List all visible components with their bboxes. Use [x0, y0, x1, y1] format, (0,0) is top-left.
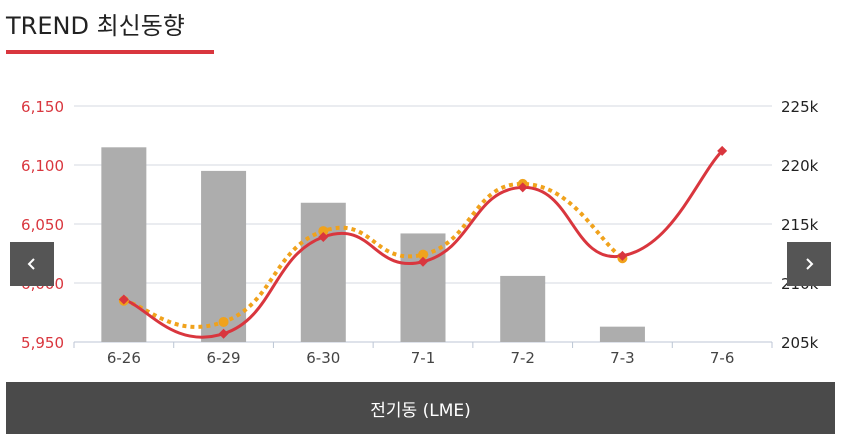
left-tick-label: 6,100	[21, 157, 64, 175]
dotted-series-point	[318, 226, 329, 237]
page-title: TREND 최신동향	[6, 12, 185, 40]
left-tick-label: 6,050	[21, 216, 64, 234]
commodity-label: 전기동 (LME)	[370, 400, 471, 421]
x-tick-label: 6-29	[207, 349, 241, 367]
solid-series-point	[318, 231, 329, 242]
dotted-series-line	[123, 181, 624, 329]
x-tick-label: 7-3	[610, 349, 635, 367]
solid-series-point	[418, 256, 428, 267]
solid-series-point	[517, 182, 528, 193]
bar	[101, 147, 147, 342]
right-tick-label: 220k	[781, 157, 819, 175]
bar	[599, 326, 645, 342]
dotted-series-point	[218, 316, 229, 327]
x-tick-label: 6-30	[306, 349, 340, 367]
solid-series-point	[717, 145, 728, 156]
left-tick-label: 6,150	[21, 98, 64, 116]
x-tick-label: 7-1	[411, 349, 436, 367]
right-tick-label: 225k	[781, 98, 819, 116]
dotted-series-point	[418, 249, 428, 260]
solid-series-point	[218, 328, 229, 339]
next-button[interactable]	[787, 242, 831, 286]
left-tick-label: 5,950	[21, 334, 64, 352]
bar	[300, 202, 346, 342]
solid-series-point	[617, 250, 628, 261]
solid-series-point	[118, 294, 129, 305]
x-tick-label: 6-26	[107, 349, 141, 367]
right-tick-label: 205k	[781, 334, 819, 352]
trend-chart: 6,150225k6,100220k6,050215k6,000210k5,95…	[21, 98, 819, 367]
x-tick-label: 7-2	[510, 349, 535, 367]
x-tick-label: 7-6	[710, 349, 735, 367]
commodity-button[interactable]: 전기동 (LME)	[6, 382, 835, 434]
chevron-right-icon	[806, 258, 814, 270]
title-block: TREND 최신동향	[6, 6, 185, 41]
prev-button[interactable]	[10, 242, 54, 286]
title-underline	[6, 50, 214, 54]
right-tick-label: 215k	[781, 216, 819, 234]
chevron-left-icon	[27, 258, 35, 270]
bar	[500, 275, 546, 342]
